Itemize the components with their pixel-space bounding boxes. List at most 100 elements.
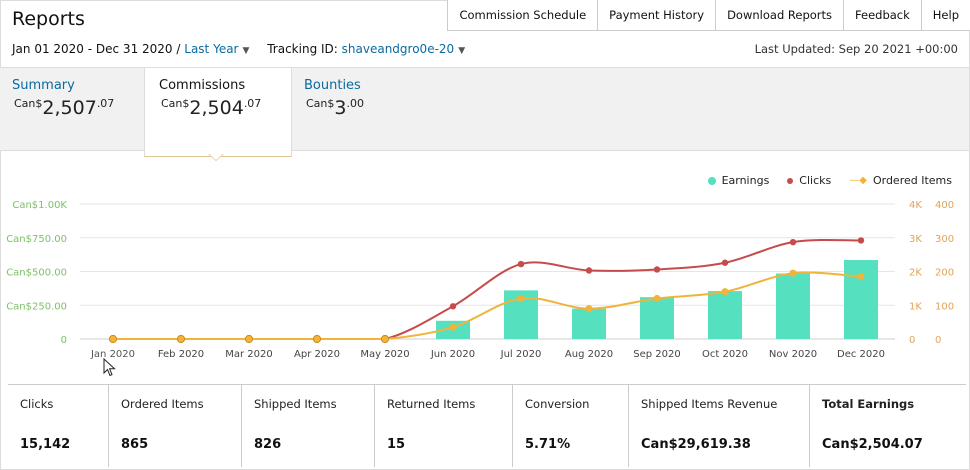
clicks-point — [789, 238, 797, 246]
nav-commission-schedule[interactable]: Commission Schedule — [448, 0, 599, 30]
ordered-items-point — [380, 334, 390, 344]
stat-conversion: Conversion 5.71% — [513, 385, 629, 467]
tracking-id-dropdown[interactable]: shaveandgro0e-20 — [341, 42, 455, 56]
ordered-axis-tick: 400 — [935, 200, 954, 211]
filter-row: Jan 01 2020 - Dec 31 2020 / Last Year ▼ T… — [12, 42, 465, 56]
clicks-axis-tick: 1K — [909, 301, 922, 312]
ordered-items-point — [312, 334, 322, 344]
ordered-items-point — [857, 272, 865, 281]
ordered-items-line — [112, 271, 862, 340]
currency-prefix: Can$ — [306, 97, 335, 110]
stat-label: Conversion — [525, 397, 590, 411]
tracking-label: Tracking ID: — [267, 42, 338, 56]
stat-label: Clicks — [20, 397, 54, 411]
amount-whole: 3 — [334, 97, 347, 119]
nav-feedback[interactable]: Feedback — [844, 0, 922, 30]
clicks-point — [857, 237, 865, 244]
page-title: Reports — [12, 8, 85, 30]
ordered-items-point — [176, 334, 186, 344]
clicks-point — [721, 259, 729, 266]
earnings-bar — [776, 273, 810, 339]
stat-label: Total Earnings — [822, 397, 915, 411]
currency-prefix: Can$ — [14, 97, 43, 110]
amount-whole: 2,504 — [189, 97, 244, 119]
x-axis-tick: Dec 2020 — [837, 349, 885, 360]
amount-cents: .00 — [346, 97, 365, 110]
nav-payment-history[interactable]: Payment History — [598, 0, 717, 30]
ordered-axis-tick: 0 — [935, 335, 941, 346]
tab-bounties-label[interactable]: Bounties — [304, 78, 361, 93]
legend-clicks[interactable]: Clicks — [787, 174, 831, 187]
top-navigation: Commission Schedule Payment History Down… — [447, 0, 970, 31]
stat-ordered-items: Ordered Items 865 — [109, 385, 242, 467]
bounties-amount: Can$3.00 — [306, 97, 424, 119]
stat-value: 826 — [254, 437, 282, 452]
legend-ordered[interactable]: —◆ Ordered Items — [849, 174, 952, 187]
nav-help[interactable]: Help — [921, 0, 970, 30]
amount-cents: .07 — [243, 97, 262, 110]
clicks-axis-tick: 2K — [909, 268, 922, 279]
commissions-amount: Can$2,504.07 — [161, 97, 291, 119]
ordered-axis-tick: 100 — [935, 301, 954, 312]
stats-row: Clicks 15,142 Ordered Items 865 Shipped It… — [8, 384, 966, 467]
stat-label: Returned Items — [387, 397, 476, 411]
clicks-axis-tick: 4K — [909, 200, 922, 211]
x-axis-tick: Nov 2020 — [769, 349, 817, 360]
x-axis-tick: Jul 2020 — [500, 349, 542, 360]
stat-clicks: Clicks 15,142 — [8, 385, 109, 467]
left-axis-tick: 0 — [61, 335, 67, 346]
stat-shipped-items: Shipped Items 826 — [242, 385, 375, 467]
ordered-items-point — [108, 334, 118, 344]
summary-band: Summary Can$2,507.07 Commissions Can$2,5… — [0, 67, 969, 157]
ordered-axis-tick: 300 — [935, 234, 954, 245]
tab-summary-label[interactable]: Summary — [12, 78, 75, 93]
date-range-text: Jan 01 2020 - Dec 31 2020 — [12, 42, 173, 56]
ordered-items-point — [449, 323, 457, 331]
x-axis-tick: Oct 2020 — [702, 349, 748, 360]
x-axis-tick: Jan 2020 — [90, 349, 135, 360]
tab-commissions-label[interactable]: Commissions — [159, 78, 246, 93]
legend-earnings[interactable]: Earnings — [707, 174, 769, 187]
tab-summary[interactable]: Summary Can$2,507.07 — [12, 68, 132, 150]
x-axis-tick: Feb 2020 — [158, 349, 204, 360]
stat-label: Shipped Items Revenue — [641, 397, 778, 411]
currency-prefix: Can$ — [161, 97, 190, 110]
earnings-bar — [572, 308, 606, 339]
stat-label: Shipped Items — [254, 397, 337, 411]
legend-ordered-label: Ordered Items — [872, 174, 952, 187]
chevron-down-icon[interactable]: ▼ — [458, 46, 466, 56]
clicks-point — [585, 267, 593, 274]
tab-bounties[interactable]: Bounties Can$3.00 — [304, 68, 424, 150]
ordered-items-point — [244, 334, 254, 344]
clicks-swatch — [787, 177, 794, 184]
legend-clicks-label: Clicks — [799, 174, 832, 187]
clicks-point — [449, 303, 457, 310]
left-axis-tick: Can$1.00K — [12, 200, 67, 211]
ordered-items-point — [789, 269, 797, 277]
stat-returned-items: Returned Items 15 — [375, 385, 513, 467]
stat-value: 865 — [121, 437, 149, 452]
chevron-down-icon[interactable]: ▼ — [242, 46, 250, 56]
clicks-axis-tick: 0 — [909, 335, 915, 346]
stat-label: Ordered Items — [121, 397, 204, 411]
date-separator: / — [176, 42, 181, 56]
active-tab-pointer-fill — [209, 154, 223, 160]
stat-value: 5.71% — [525, 437, 571, 452]
x-axis-tick: Aug 2020 — [565, 349, 613, 360]
nav-download-reports[interactable]: Download Reports — [716, 0, 845, 30]
amount-whole: 2,507 — [42, 97, 97, 119]
earnings-swatch — [707, 176, 716, 185]
x-axis-tick: Sep 2020 — [633, 349, 680, 360]
summary-amount: Can$2,507.07 — [14, 97, 132, 119]
x-axis-tick: Jun 2020 — [430, 349, 475, 360]
period-dropdown[interactable]: Last Year — [184, 42, 239, 56]
tab-commissions[interactable]: Commissions Can$2,504.07 — [144, 68, 292, 157]
ordered-axis-tick: 200 — [935, 268, 954, 279]
stat-shipped-revenue: Shipped Items Revenue Can$29,619.38 — [629, 385, 810, 467]
stat-value: 15,142 — [20, 437, 71, 452]
amount-cents: .07 — [96, 97, 115, 110]
earnings-chart: Can$1.00K 4K 400 Can$750.00 3K 300 Can$500.00 2… — [6, 200, 954, 360]
left-axis-tick: Can$750.00 — [6, 234, 67, 245]
stat-value: Can$29,619.38 — [641, 437, 751, 452]
stat-total-earnings: Total Earnings Can$2,504.07 — [810, 385, 966, 467]
